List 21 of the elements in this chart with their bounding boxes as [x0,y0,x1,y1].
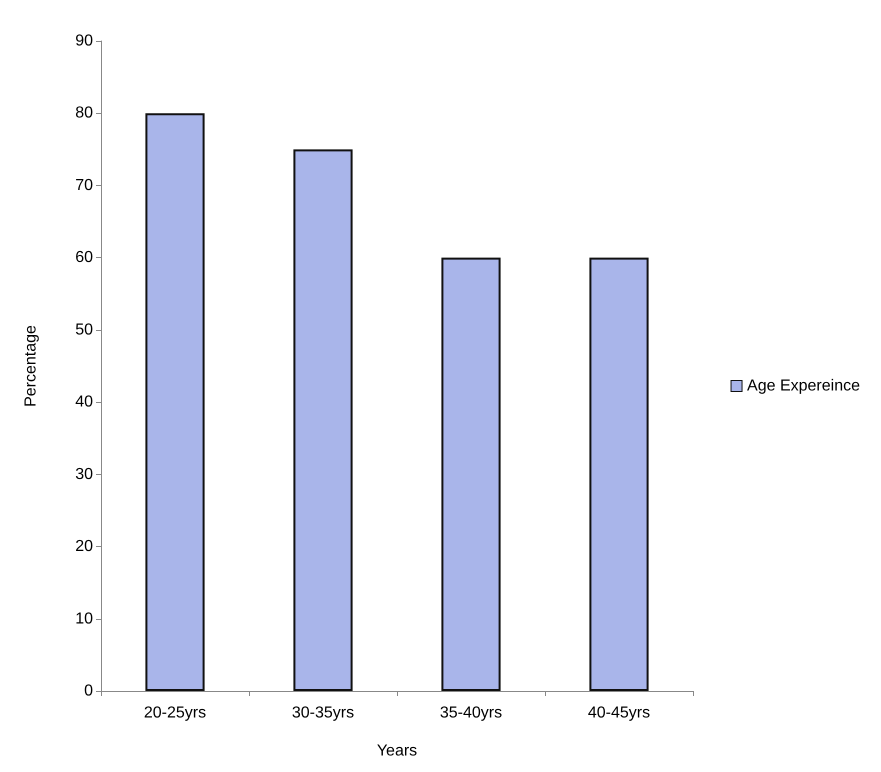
bar [145,113,205,691]
y-tick-label: 50 [75,321,94,338]
y-tick-label: 70 [75,176,94,194]
x-tick-label: 20-25yrs [144,704,206,722]
legend-label: Age Expereince [747,378,860,394]
bar [589,258,649,691]
x-tick-label: 35-40yrs [440,704,502,722]
y-tick-label: 80 [75,104,94,122]
y-tick-label: 0 [84,682,94,700]
y-tick-label: 20 [75,538,94,556]
bar [441,258,501,691]
x-tick-label: 40-45yrs [588,704,650,722]
y-tick-label: 40 [75,394,94,411]
y-axis-title: Percentage [22,324,40,407]
y-tick-label: 10 [75,610,94,628]
y-tick-label: 90 [75,32,94,50]
y-tick-label: 60 [75,249,94,266]
x-tick-label: 30-35yrs [292,704,354,722]
y-tick-label: 30 [75,466,94,483]
bar [293,149,353,691]
x-axis-title: Years [376,742,418,760]
